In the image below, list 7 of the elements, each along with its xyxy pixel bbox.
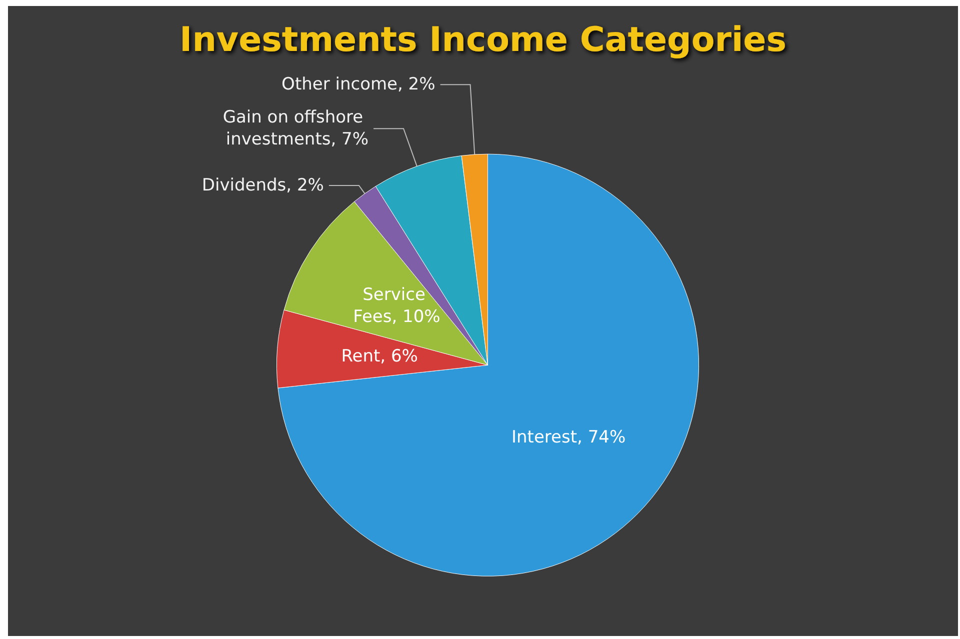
chart-title: Investments Income Categories bbox=[180, 20, 786, 60]
slice-label: Service Fees, 10% bbox=[353, 285, 440, 328]
slice-label: Dividends, 2% bbox=[202, 175, 324, 196]
slice-label: Gain on offshore investments, 7% bbox=[222, 108, 369, 150]
slice-label: Interest, 74% bbox=[511, 428, 626, 448]
slice-label: Other income, 2% bbox=[282, 74, 436, 95]
slice-label: Rent, 6% bbox=[341, 346, 418, 367]
